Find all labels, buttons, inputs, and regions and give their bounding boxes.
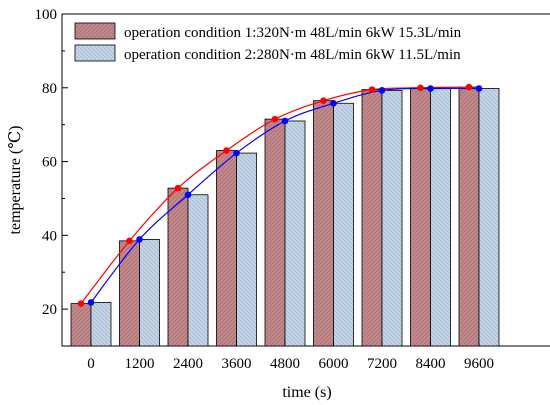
point-series-2 [475, 85, 483, 92]
x-tick-label: 3600 [222, 356, 252, 372]
y-tick-label: 80 [42, 81, 57, 97]
plot-frame [61, 13, 550, 347]
bar-series-2 [478, 88, 500, 347]
bar-series-1 [119, 240, 140, 347]
bar-series-2 [333, 102, 354, 347]
x-tick-label: 8400 [416, 356, 446, 372]
point-series-1 [77, 300, 85, 307]
x-axis: 0 1200 2400 3600 4800 6000 7200 8400 9600 [87, 341, 494, 372]
x-tick-label: 4800 [270, 356, 300, 372]
point-series-2 [281, 117, 289, 125]
point-series-2 [136, 236, 143, 243]
point-series-1 [368, 86, 376, 93]
legend-swatch-series-1 [74, 22, 116, 40]
y-tick-label: 60 [42, 155, 57, 171]
bar-series-2 [187, 194, 209, 347]
bar-series-1 [313, 100, 334, 347]
point-series-1 [271, 115, 279, 123]
bar-series-2 [381, 89, 403, 347]
bar-series-1 [458, 86, 480, 347]
bar-series-1 [361, 89, 383, 347]
x-tick-label: 0 [87, 356, 95, 372]
legend-swatch-series-2 [74, 44, 116, 62]
point-series-2 [87, 299, 95, 306]
x-tick-label: 1200 [125, 356, 155, 372]
x-tick-label: 9600 [464, 356, 494, 372]
point-series-2 [184, 191, 192, 199]
x-tick-label: 7200 [367, 356, 397, 372]
x-tick-label: 2400 [173, 356, 203, 372]
point-series-2 [233, 149, 240, 157]
y-axis: 20 40 60 80 100 [35, 7, 68, 347]
bar-series-2 [90, 302, 112, 347]
bar-series-1 [70, 303, 92, 347]
point-series-1 [126, 237, 133, 245]
point-series-1 [465, 83, 473, 91]
bar-series-1 [167, 187, 189, 347]
bar-series-1 [264, 118, 286, 347]
y-axis-title: temperature (℃) [7, 126, 24, 235]
y-tick-label: 100 [35, 7, 58, 23]
bar-series-1 [216, 150, 237, 347]
point-series-1 [174, 184, 182, 192]
bar-series-2 [430, 88, 451, 347]
point-series-2 [427, 85, 434, 92]
bar-series-2 [139, 238, 160, 347]
point-series-1 [223, 147, 230, 154]
legend-label-series-2: operation condition 2:280N·m 48L/min 6kW… [124, 47, 461, 63]
x-axis-title: time (s) [282, 384, 331, 401]
bar-series-1 [410, 87, 431, 347]
line-series-2 [90, 87, 480, 303]
y-tick-label: 20 [42, 302, 57, 318]
point-series-1 [320, 97, 327, 104]
point-series-2 [330, 99, 337, 107]
point-series-2 [378, 87, 386, 94]
y-tick-label: 40 [42, 228, 57, 244]
x-tick-label: 6000 [319, 356, 349, 372]
legend-label-series-1: operation condition 1:320N·m 48L/min 6kW… [124, 25, 462, 41]
bar-series-2 [284, 120, 306, 347]
bars [70, 86, 500, 347]
legend: operation condition 1:320N·m 48L/min 6kW… [74, 22, 462, 63]
point-series-1 [417, 84, 424, 92]
series-markers [77, 83, 483, 307]
bar-series-2 [236, 152, 257, 347]
plot-area [61, 13, 550, 347]
